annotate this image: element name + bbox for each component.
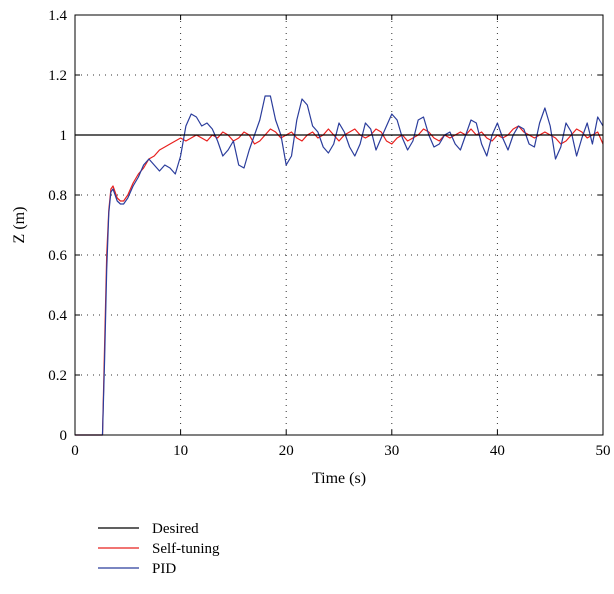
series-lines bbox=[75, 95, 604, 436]
grid-lines bbox=[75, 15, 603, 435]
x-tick-label: 40 bbox=[490, 443, 505, 459]
x-tick-label: 30 bbox=[384, 443, 399, 459]
series-line-pid bbox=[75, 95, 604, 436]
y-tick-label: 1.2 bbox=[48, 68, 67, 84]
legend-label-self-tuning: Self-tuning bbox=[152, 541, 220, 557]
x-tick-label: 0 bbox=[71, 443, 79, 459]
axis-ticks: 0 10 20 30 40 50 0 0.2 0.4 0.6 0.8 1 1.2 1.4 bbox=[48, 8, 610, 459]
y-axis-label: Z (m) bbox=[11, 207, 28, 244]
legend: Desired Self-tuning PID bbox=[98, 521, 220, 577]
plot-area bbox=[75, 15, 603, 435]
x-tick-label: 10 bbox=[173, 443, 188, 459]
y-tick-label: 0 bbox=[60, 428, 68, 444]
y-tick-label: 1.4 bbox=[48, 8, 67, 24]
y-tick-label: 0.4 bbox=[48, 308, 67, 324]
y-tick-label: 0.8 bbox=[48, 188, 67, 204]
y-tick-label: 0.6 bbox=[48, 248, 67, 264]
series-line-self-tuning bbox=[75, 125, 604, 436]
y-tick-label: 1 bbox=[60, 128, 68, 144]
plot-frame bbox=[74, 14, 604, 436]
x-axis-label: Time (s) bbox=[312, 470, 366, 487]
legend-label-desired: Desired bbox=[152, 521, 199, 537]
x-tick-label: 20 bbox=[279, 443, 294, 459]
x-tick-label: 50 bbox=[596, 443, 611, 459]
legend-label-pid: PID bbox=[152, 561, 176, 577]
y-tick-label: 0.2 bbox=[48, 368, 67, 384]
